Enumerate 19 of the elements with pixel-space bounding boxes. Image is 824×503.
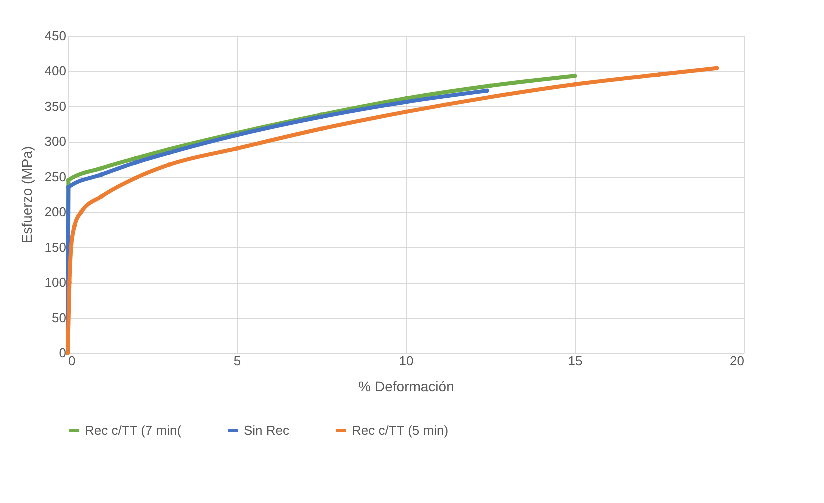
y-tick-label: 400 — [44, 64, 66, 79]
x-tick-label: 20 — [730, 354, 744, 368]
y-tick-label: 450 — [44, 28, 66, 44]
y-tick-label: 200 — [44, 204, 66, 220]
y-axis-title: Esfuerzo (MPa) — [18, 146, 35, 244]
y-tick-label: 250 — [44, 169, 66, 184]
legend-label: Rec c/TT (5 min) — [352, 422, 449, 438]
legend-label: Sin Rec — [244, 422, 290, 438]
x-axis-title: % Deformación — [358, 378, 454, 394]
y-tick-label: 100 — [44, 275, 66, 290]
y-tick-label: 50 — [52, 310, 66, 326]
y-tick-label: 300 — [44, 134, 66, 150]
y-tick-label: 150 — [44, 240, 66, 255]
x-tick-label: 0 — [68, 354, 76, 368]
x-tick-label: 15 — [568, 354, 583, 368]
y-tick-label: 350 — [44, 98, 66, 114]
x-tick-label: 5 — [234, 354, 242, 368]
x-tick-label: 10 — [399, 354, 414, 368]
legend-label: Rec c/TT (7 min( — [85, 422, 182, 438]
